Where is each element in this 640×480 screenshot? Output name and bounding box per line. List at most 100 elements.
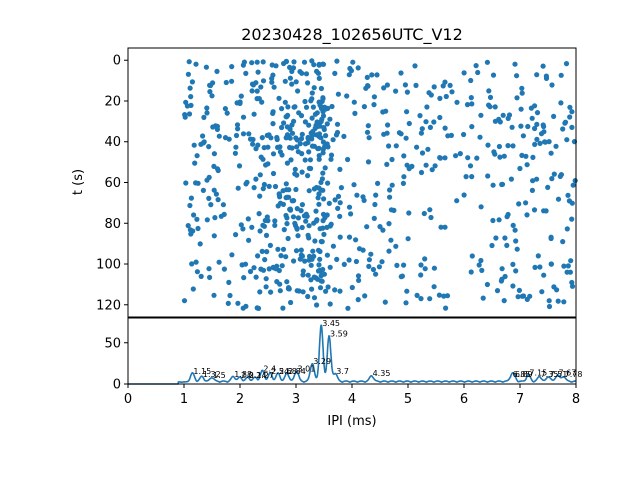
scatter-point bbox=[254, 59, 260, 65]
scatter-point bbox=[345, 305, 351, 311]
scatter-point bbox=[265, 144, 271, 150]
peak-label: 3.45 bbox=[322, 319, 340, 328]
scatter-point bbox=[318, 187, 324, 193]
scatter-y-tick-label: 60 bbox=[104, 176, 121, 191]
ipi-y-ticks: 0 50 bbox=[104, 336, 128, 393]
scatter-point bbox=[461, 70, 467, 76]
scatter-point bbox=[218, 213, 224, 219]
scatter-point bbox=[229, 78, 235, 84]
scatter-point bbox=[400, 180, 406, 186]
scatter-point bbox=[565, 263, 571, 269]
scatter-point bbox=[393, 88, 399, 94]
scatter-point bbox=[414, 144, 420, 150]
scatter-point bbox=[322, 165, 328, 171]
scatter-point bbox=[212, 215, 218, 221]
scatter-point bbox=[282, 78, 288, 84]
scatter-point bbox=[361, 104, 367, 110]
scatter-point bbox=[335, 91, 341, 97]
scatter-point bbox=[193, 259, 199, 265]
scatter-point bbox=[210, 124, 216, 130]
scatter-point bbox=[388, 237, 394, 243]
scatter-point bbox=[361, 197, 367, 203]
scatter-point bbox=[348, 211, 354, 217]
scatter-point bbox=[316, 61, 322, 67]
scatter-point bbox=[262, 257, 268, 263]
scatter-point bbox=[186, 111, 193, 117]
scatter-point bbox=[244, 179, 250, 185]
scatter-y-tick-label: 0 bbox=[113, 54, 121, 69]
scatter-point bbox=[263, 276, 269, 282]
scatter-point bbox=[401, 174, 407, 180]
scatter-point bbox=[489, 242, 495, 249]
scatter-point bbox=[389, 156, 395, 163]
peak-label: 6.89 bbox=[515, 370, 533, 379]
scatter-point bbox=[305, 135, 311, 141]
scatter-point bbox=[215, 197, 221, 203]
scatter-point bbox=[316, 201, 322, 207]
scatter-point bbox=[376, 264, 382, 270]
scatter-point bbox=[549, 176, 555, 182]
scatter-point bbox=[443, 305, 449, 311]
scatter-point bbox=[346, 234, 353, 240]
scatter-point bbox=[549, 82, 555, 88]
scatter-frame bbox=[127, 47, 577, 318]
scatter-point bbox=[546, 298, 552, 304]
scatter-point bbox=[352, 110, 358, 116]
scatter-point bbox=[335, 193, 342, 199]
scatter-point bbox=[441, 293, 447, 299]
scatter-point bbox=[316, 153, 322, 159]
scatter-point bbox=[516, 201, 522, 207]
scatter-point bbox=[234, 122, 241, 128]
scatter-point bbox=[348, 68, 354, 74]
peak-label: 1.32 bbox=[203, 370, 221, 379]
scatter-point bbox=[187, 202, 193, 209]
scatter-point bbox=[401, 262, 407, 268]
scatter-point bbox=[206, 144, 212, 150]
scatter-point bbox=[284, 194, 290, 200]
scatter-point bbox=[272, 183, 279, 190]
peak-label: 1.15 bbox=[193, 367, 211, 376]
scatter-point bbox=[468, 77, 474, 84]
scatter-point bbox=[241, 275, 247, 281]
scatter-point bbox=[555, 298, 561, 304]
peak-label: 2.68 bbox=[279, 367, 297, 376]
scatter-point bbox=[277, 288, 283, 294]
scatter-point bbox=[384, 82, 390, 88]
scatter-point bbox=[289, 81, 295, 87]
scatter-point bbox=[364, 129, 371, 135]
ipi-x-tick-label: 0 bbox=[124, 392, 132, 407]
scatter-point bbox=[427, 207, 433, 213]
scatter-point bbox=[417, 113, 423, 119]
scatter-point bbox=[371, 94, 377, 100]
scatter-point bbox=[284, 124, 290, 130]
scatter-point bbox=[527, 293, 533, 299]
scatter-point bbox=[213, 191, 219, 197]
scatter-point bbox=[501, 153, 507, 159]
scatter-point bbox=[258, 266, 264, 272]
scatter-point bbox=[309, 115, 315, 121]
scatter-point bbox=[315, 123, 321, 129]
ipi-y-tick-label: 0 bbox=[113, 378, 121, 393]
scatter-point bbox=[428, 92, 434, 98]
scatter-point bbox=[405, 236, 411, 242]
scatter-point bbox=[496, 143, 502, 150]
scatter-point bbox=[469, 101, 475, 107]
ipi-x-tick-label: 6 bbox=[460, 392, 468, 407]
scatter-point bbox=[249, 60, 255, 66]
scatter-point bbox=[287, 75, 293, 81]
scatter-point bbox=[272, 218, 278, 224]
scatter-point bbox=[323, 288, 329, 294]
scatter-point bbox=[519, 90, 525, 96]
scatter-point bbox=[275, 203, 281, 209]
scatter-point bbox=[188, 94, 194, 100]
scatter-point bbox=[289, 68, 295, 74]
scatter-point bbox=[204, 105, 210, 111]
scatter-point bbox=[478, 257, 484, 264]
scatter-point bbox=[279, 124, 285, 131]
scatter-point bbox=[419, 126, 425, 132]
scatter-point bbox=[523, 200, 529, 206]
scatter-point bbox=[537, 140, 543, 146]
scatter-point bbox=[232, 150, 238, 156]
scatter-point bbox=[334, 121, 341, 127]
scatter-point bbox=[418, 130, 424, 136]
